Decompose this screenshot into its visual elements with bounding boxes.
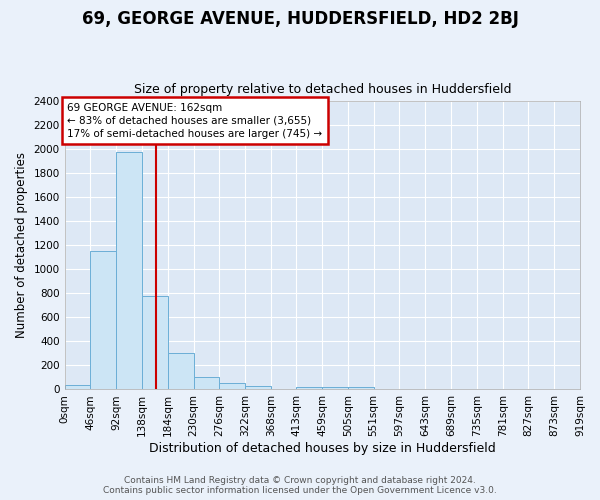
Bar	[322, 387, 348, 390]
Bar	[116, 152, 142, 390]
Bar	[220, 384, 245, 390]
Title: Size of property relative to detached houses in Huddersfield: Size of property relative to detached ho…	[134, 83, 511, 96]
Text: Contains HM Land Registry data © Crown copyright and database right 2024.
Contai: Contains HM Land Registry data © Crown c…	[103, 476, 497, 495]
Bar	[168, 354, 194, 390]
Bar	[194, 378, 220, 390]
Y-axis label: Number of detached properties: Number of detached properties	[15, 152, 28, 338]
Bar	[296, 387, 322, 390]
Bar	[348, 387, 374, 390]
Bar	[65, 384, 91, 390]
Bar	[91, 252, 116, 390]
Bar	[142, 296, 168, 390]
Text: 69 GEORGE AVENUE: 162sqm
← 83% of detached houses are smaller (3,655)
17% of sem: 69 GEORGE AVENUE: 162sqm ← 83% of detach…	[67, 102, 323, 139]
X-axis label: Distribution of detached houses by size in Huddersfield: Distribution of detached houses by size …	[149, 442, 496, 455]
Text: 69, GEORGE AVENUE, HUDDERSFIELD, HD2 2BJ: 69, GEORGE AVENUE, HUDDERSFIELD, HD2 2BJ	[82, 10, 518, 28]
Bar	[245, 386, 271, 390]
